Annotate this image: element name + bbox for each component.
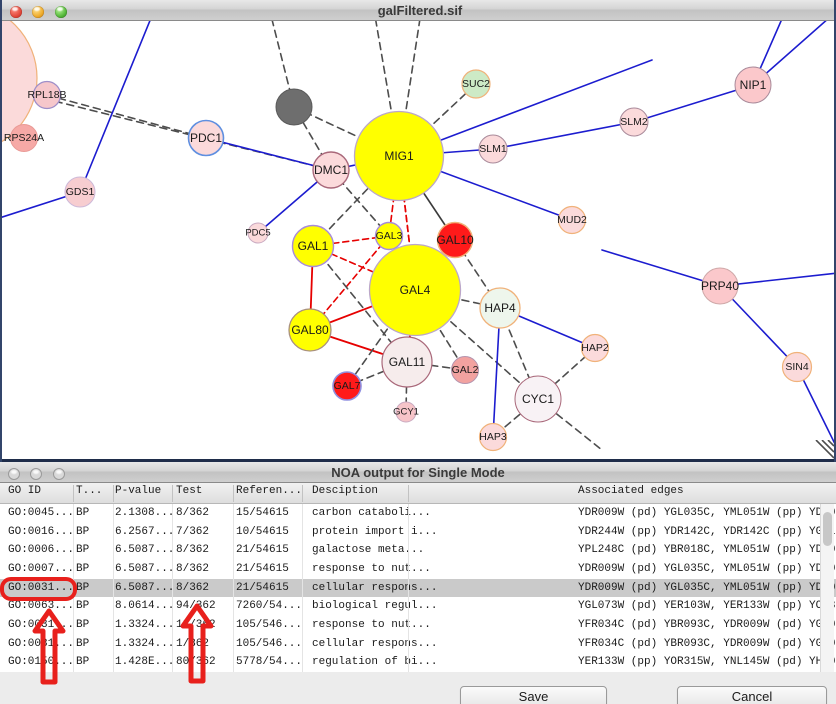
svg-text:CYC1: CYC1 (522, 392, 554, 406)
svg-text:PDC5: PDC5 (245, 228, 270, 239)
svg-text:GDS1: GDS1 (66, 186, 95, 198)
svg-text:HAP3: HAP3 (479, 431, 507, 443)
svg-text:SLM1: SLM1 (479, 143, 507, 155)
svg-text:HAP2: HAP2 (581, 342, 609, 354)
svg-text:RPL18B: RPL18B (27, 89, 66, 101)
svg-text:GAL1: GAL1 (298, 239, 329, 253)
svg-text:HAP4: HAP4 (484, 301, 516, 315)
svg-text:MIG1: MIG1 (384, 149, 414, 163)
svg-text:GAL4: GAL4 (400, 283, 431, 297)
svg-text:GCY1: GCY1 (393, 407, 419, 418)
svg-text:RPS24A: RPS24A (4, 132, 44, 144)
svg-text:MUD2: MUD2 (557, 214, 587, 226)
svg-text:SIN4: SIN4 (785, 361, 809, 373)
svg-text:GAL7: GAL7 (334, 380, 361, 392)
svg-text:GAL2: GAL2 (452, 364, 479, 376)
svg-text:SLM2: SLM2 (620, 116, 648, 128)
svg-text:GAL80: GAL80 (291, 323, 329, 337)
svg-text:GAL3: GAL3 (376, 230, 403, 242)
svg-text:GAL11: GAL11 (389, 355, 426, 369)
svg-text:DMC1: DMC1 (314, 163, 348, 177)
svg-text:PRP40: PRP40 (701, 279, 739, 293)
svg-text:NIP1: NIP1 (740, 78, 767, 92)
svg-text:PDC1: PDC1 (190, 131, 222, 145)
svg-text:GAL10: GAL10 (436, 233, 474, 247)
svg-text:SUC2: SUC2 (462, 78, 490, 90)
